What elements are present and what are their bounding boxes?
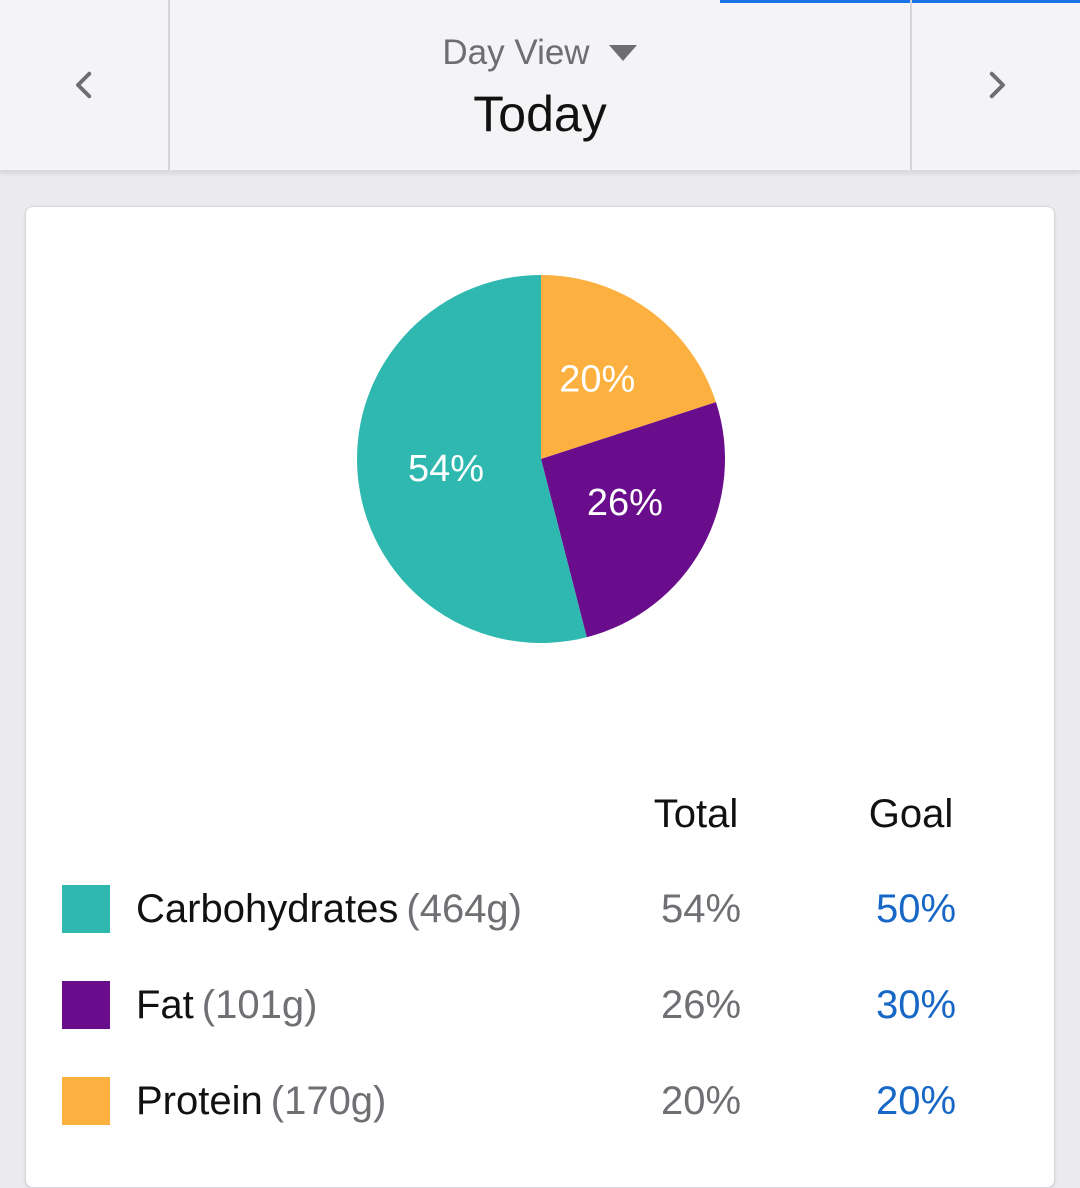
macro-name: Carbohydrates (464g) <box>136 879 522 939</box>
macro-goal-percent[interactable]: 20% <box>875 1079 957 1123</box>
macro-goal-percent[interactable]: 30% <box>875 983 957 1027</box>
macro-total-percent: 26% <box>660 983 742 1027</box>
macros-card: 20% 26% 54% Total Goal Carbohydrates (464g)… <box>25 206 1055 1188</box>
chevron-left-icon <box>76 71 92 99</box>
macros-pie-chart: 20% 26% 54% <box>356 275 725 643</box>
caret-down-icon <box>608 45 637 61</box>
macro-grams: (170g) <box>270 1079 387 1123</box>
fat-color-swatch <box>62 981 110 1029</box>
macro-goal-percent[interactable]: 50% <box>875 887 957 931</box>
macro-total-percent: 20% <box>660 1079 742 1123</box>
total-column-header: Total <box>653 792 739 836</box>
pie-label-carbohydrates: 54% <box>408 448 484 490</box>
pie-slice-protein <box>541 275 716 459</box>
macro-label: Fat <box>136 983 194 1027</box>
chevron-right-icon <box>989 71 1005 99</box>
date-selector: Day View Today <box>170 0 910 170</box>
macro-row-fat: Fat (101g) 26% 30% <box>26 975 1054 1035</box>
pie-slice-fat <box>541 402 725 638</box>
pie-label-protein: 20% <box>559 359 635 401</box>
view-selector-label: Day View <box>442 33 590 72</box>
view-selector-dropdown[interactable]: Day View <box>170 28 910 78</box>
carbohydrates-color-swatch <box>62 885 110 933</box>
top-accent-bar <box>720 0 1080 3</box>
macro-row-protein: Protein (170g) 20% 20% <box>26 1071 1054 1131</box>
macro-grams: (464g) <box>406 887 522 931</box>
pie-label-fat: 26% <box>587 482 663 524</box>
previous-day-button[interactable] <box>0 0 170 170</box>
macro-total-percent: 54% <box>660 887 742 931</box>
macro-name: Fat (101g) <box>136 975 317 1035</box>
next-day-button[interactable] <box>910 0 1080 170</box>
macro-label: Protein <box>136 1079 263 1123</box>
date-label: Today <box>473 86 607 142</box>
macro-label: Carbohydrates <box>136 887 399 931</box>
macro-grams: (101g) <box>201 983 318 1027</box>
goal-column-header: Goal <box>868 792 954 836</box>
pie-slice-carbohydrates <box>356 275 587 643</box>
macro-row-carbohydrates: Carbohydrates (464g) 54% 50% <box>26 879 1054 939</box>
macro-name: Protein (170g) <box>136 1071 386 1131</box>
day-navigator: Day View Today <box>0 0 1080 172</box>
protein-color-swatch <box>62 1077 110 1125</box>
